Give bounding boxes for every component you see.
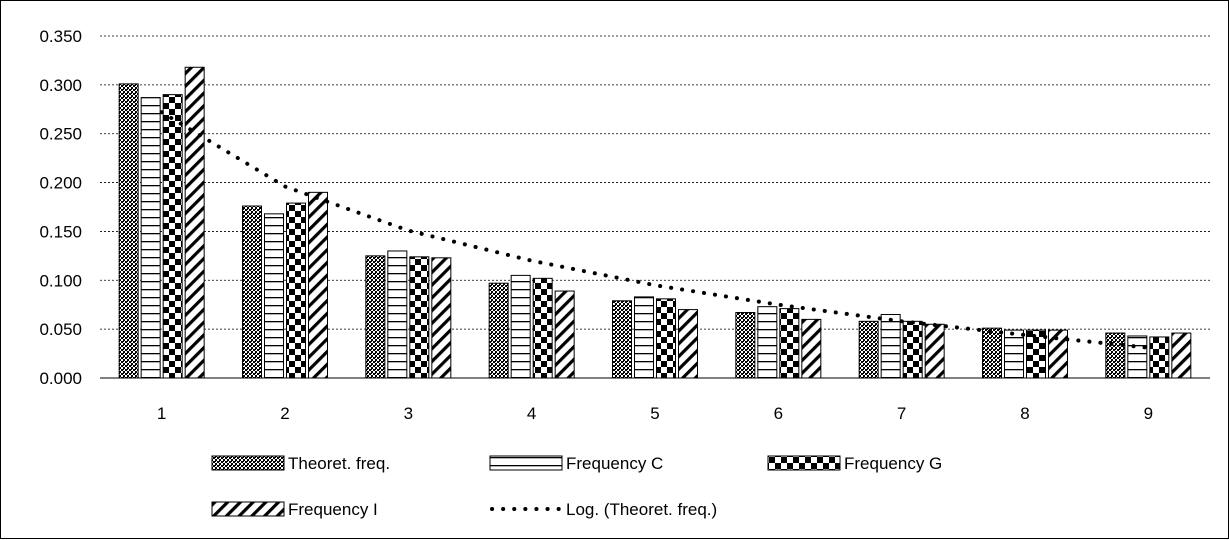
legend-swatch-frequency-c bbox=[489, 455, 563, 471]
bar-diagonal-stripes-7 bbox=[924, 323, 945, 379]
bar-horizontal-lines-9 bbox=[1127, 335, 1148, 379]
bar-dots-4 bbox=[488, 282, 509, 379]
x-tick-label: 7 bbox=[897, 404, 906, 423]
legend-label-theoret-freq: Theoret. freq. bbox=[288, 454, 390, 473]
legend-label-frequency-i: Frequency I bbox=[288, 500, 378, 519]
bar-diagonal-stripes-4 bbox=[554, 290, 575, 379]
bar-diagonal-stripes-1 bbox=[184, 66, 205, 379]
bar-dots-9 bbox=[1105, 332, 1126, 379]
bar-checkerboard-6 bbox=[779, 308, 800, 379]
bar-checkerboard-7 bbox=[902, 320, 923, 379]
y-tick-label: 0.000 bbox=[39, 369, 82, 388]
bar-checkerboard-8 bbox=[1026, 329, 1046, 379]
y-tick-label: 0.100 bbox=[39, 271, 82, 290]
bar-checkerboard-4 bbox=[532, 277, 553, 379]
bar-horizontal-lines-2 bbox=[264, 213, 284, 379]
bar-dots-7 bbox=[858, 320, 879, 379]
bar-checkerboard-2 bbox=[286, 202, 306, 379]
x-tick-label: 5 bbox=[650, 404, 659, 423]
bar-checkerboard-1 bbox=[162, 94, 183, 379]
bar-checkerboard-9 bbox=[1149, 336, 1170, 379]
y-tick-label: 0.150 bbox=[39, 222, 82, 241]
y-tick-label: 0.200 bbox=[39, 174, 82, 193]
bar-checkerboard-5 bbox=[656, 298, 676, 379]
legend-swatch-frequency-i bbox=[211, 501, 285, 517]
y-tick-label: 0.300 bbox=[39, 76, 82, 95]
trendline-log-theoret-freq bbox=[159, 110, 1151, 350]
bar-horizontal-lines-8 bbox=[1004, 329, 1024, 379]
y-tick-label: 0.250 bbox=[39, 125, 82, 144]
legend-label-frequency-g: Frequency G bbox=[844, 454, 942, 473]
bar-dots-5 bbox=[612, 300, 632, 379]
y-tick-label: 0.050 bbox=[39, 320, 82, 339]
bar-horizontal-lines-7 bbox=[880, 313, 901, 379]
x-tick-label: 2 bbox=[280, 404, 289, 423]
bar-diagonal-stripes-5 bbox=[678, 309, 698, 379]
axes: 0.000 0.050 0.100 0.150 0.200 0.250 0.300 0.350… bbox=[39, 27, 1210, 423]
bar-horizontal-lines-3 bbox=[387, 250, 408, 379]
bar-dots-6 bbox=[735, 312, 756, 379]
gridlines bbox=[100, 35, 1210, 330]
legend-label-log-theoret-freq: Log. (Theoret. freq.) bbox=[566, 500, 717, 519]
x-tick-label: 4 bbox=[527, 404, 536, 423]
bar-dots-3 bbox=[365, 255, 386, 379]
bar-horizontal-lines-1 bbox=[140, 97, 161, 379]
bar-diagonal-stripes-3 bbox=[431, 257, 452, 379]
bar-diagonal-stripes-6 bbox=[801, 318, 822, 379]
legend-label-frequency-c: Frequency C bbox=[566, 454, 663, 473]
x-tick-label: 6 bbox=[774, 404, 783, 423]
x-tick-label: 8 bbox=[1020, 404, 1029, 423]
bar-horizontal-lines-4 bbox=[510, 274, 531, 379]
bar-horizontal-lines-5 bbox=[634, 296, 654, 379]
bar-dots-2 bbox=[242, 205, 262, 379]
legend: Theoret. freq. Frequency C Frequency G Freq… bbox=[211, 454, 942, 519]
y-tick-label: 0.350 bbox=[39, 27, 82, 46]
bar-dots-8 bbox=[982, 327, 1002, 379]
x-tick-label: 9 bbox=[1144, 404, 1153, 423]
trendline-layer bbox=[159, 110, 1151, 350]
bar-checkerboard-3 bbox=[409, 256, 430, 379]
bar-diagonal-stripes-9 bbox=[1171, 332, 1192, 379]
x-tick-label: 3 bbox=[404, 404, 413, 423]
bars bbox=[118, 66, 1192, 379]
bar-dots-1 bbox=[118, 83, 139, 379]
x-tick-label: 1 bbox=[157, 404, 166, 423]
bar-diagonal-stripes-2 bbox=[308, 191, 328, 379]
legend-swatch-frequency-g bbox=[767, 455, 841, 471]
legend-swatch-theoret-freq bbox=[211, 455, 285, 471]
bar-horizontal-lines-6 bbox=[757, 306, 778, 379]
